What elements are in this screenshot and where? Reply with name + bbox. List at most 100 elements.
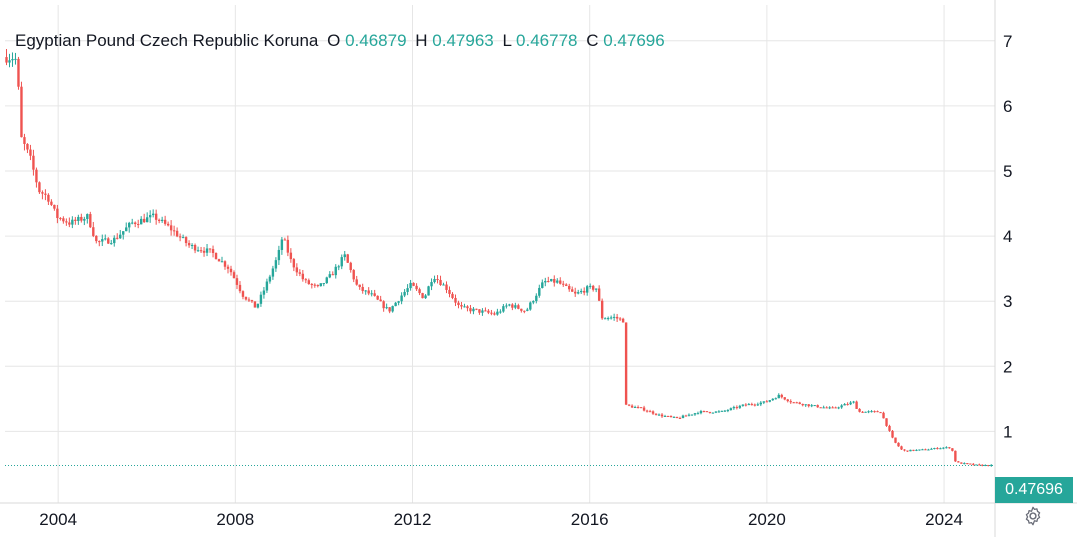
- candle-body: [777, 394, 780, 399]
- candle-body: [316, 284, 319, 287]
- candle-body: [184, 237, 188, 244]
- candle-body: [657, 414, 661, 416]
- candle-body: [621, 318, 625, 323]
- candle-body: [615, 316, 619, 319]
- candle-body: [990, 464, 993, 466]
- candle-body: [214, 252, 218, 260]
- candle-body: [86, 214, 89, 219]
- candle-body: [588, 285, 592, 287]
- candle-body: [469, 308, 472, 312]
- candle-body: [454, 297, 457, 303]
- candle-body: [517, 305, 520, 309]
- candle-body: [571, 289, 574, 292]
- candle-body: [837, 407, 840, 409]
- candle-body: [154, 213, 158, 220]
- candle-body: [310, 284, 314, 286]
- candle-body: [358, 284, 361, 287]
- candle-body: [466, 306, 469, 309]
- candle-body: [565, 284, 568, 286]
- candle-body: [187, 243, 191, 246]
- candle-body: [238, 284, 242, 292]
- candle-body: [391, 306, 394, 312]
- candle-body: [322, 283, 325, 285]
- candle-body: [532, 301, 535, 303]
- candle-body: [660, 414, 664, 417]
- candle-body: [307, 280, 311, 285]
- candle-body: [609, 317, 613, 319]
- gear-icon[interactable]: [1022, 505, 1044, 527]
- candle-body: [858, 408, 861, 412]
- candle-body: [846, 404, 849, 406]
- candle-body: [65, 221, 68, 223]
- candle-body: [89, 214, 92, 228]
- high-value: 0.47963: [432, 31, 494, 50]
- candle-body: [882, 412, 885, 419]
- candle-body: [71, 219, 74, 225]
- candle-body: [511, 304, 514, 308]
- open-value: 0.46879: [345, 31, 407, 50]
- candle-body: [909, 449, 912, 452]
- candle-body: [744, 404, 748, 406]
- candle-body: [705, 411, 709, 413]
- last-price-label: 0.47696: [995, 477, 1073, 503]
- candle-body: [244, 296, 248, 300]
- candle-body: [83, 218, 86, 221]
- candle-body: [139, 218, 143, 225]
- candle-body: [861, 411, 864, 413]
- candle-body: [95, 235, 98, 242]
- candle-body: [873, 411, 876, 413]
- candle-body: [678, 417, 682, 419]
- candle-body: [53, 204, 56, 209]
- candle-body: [951, 448, 954, 451]
- candle-body: [957, 461, 960, 463]
- candle-body: [355, 279, 358, 285]
- candle-body: [984, 465, 987, 467]
- candle-body: [954, 450, 957, 462]
- symbol-title: Egyptian Pound Czech Republic Koruna: [15, 31, 319, 50]
- candle-body: [825, 407, 828, 409]
- candle-body: [113, 237, 116, 244]
- candle-body: [939, 448, 942, 450]
- candle-body: [807, 404, 810, 407]
- candle-body: [241, 291, 245, 297]
- candle-body: [107, 238, 110, 244]
- candle-body: [478, 309, 481, 313]
- candle-body: [334, 266, 337, 276]
- candle-body: [292, 259, 296, 268]
- candle-body: [412, 282, 415, 286]
- candle-body: [627, 404, 631, 406]
- candle-body: [298, 272, 302, 274]
- candle-body: [963, 463, 966, 465]
- candle-body: [645, 410, 649, 412]
- candle-body: [262, 290, 266, 295]
- candle-body: [235, 278, 239, 285]
- candle-body: [98, 241, 101, 243]
- low-value: 0.46778: [516, 31, 578, 50]
- candle-body: [271, 268, 275, 277]
- candle-body: [903, 449, 906, 451]
- candle-body: [906, 450, 909, 452]
- candle-body: [774, 398, 777, 400]
- candle-body: [849, 402, 852, 405]
- low-label: L: [502, 31, 512, 50]
- candle-body: [786, 399, 789, 402]
- candle-body: [208, 248, 212, 250]
- candle-body: [361, 286, 364, 292]
- candle-body: [59, 218, 62, 220]
- candle-body: [804, 404, 807, 406]
- candle-body: [505, 305, 508, 307]
- x-tick-label: 2008: [216, 510, 254, 529]
- candle-body: [77, 216, 80, 221]
- candle-body: [541, 282, 544, 288]
- candle-body: [553, 279, 556, 283]
- candle-body: [101, 239, 104, 242]
- candle-body: [618, 318, 622, 320]
- candle-body: [924, 449, 927, 451]
- candle-body: [325, 277, 328, 284]
- candle-body: [301, 273, 305, 280]
- candle-body: [831, 407, 834, 409]
- candle-body: [672, 416, 676, 418]
- candle-body: [199, 250, 203, 252]
- candle-body: [726, 410, 730, 412]
